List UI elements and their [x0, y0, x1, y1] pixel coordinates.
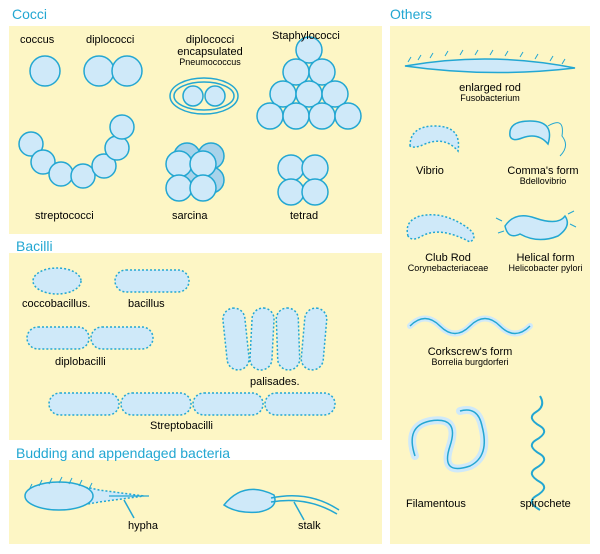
label-bacillus: bacillus: [128, 298, 165, 310]
label-spirochete: spirochete: [520, 498, 571, 510]
label-comma: Comma's formBdellovibrio: [498, 165, 588, 187]
label-enlarged-rod: enlarged rodFusobacterium: [440, 82, 540, 104]
label-streptobacilli: Streptobacilli: [150, 420, 213, 432]
label-vibrio: Vibrio: [416, 165, 444, 177]
title-bacilli: Bacilli: [16, 238, 53, 254]
label-diplococci: diplococci: [86, 34, 134, 46]
budding-shapes: [9, 460, 382, 544]
label-stalk: stalk: [298, 520, 321, 532]
label-coccus: coccus: [20, 34, 54, 46]
title-cocci: Cocci: [12, 6, 47, 22]
label-staphylococci: Staphylococci: [272, 30, 340, 42]
label-diplobacilli: diplobacilli: [55, 356, 106, 368]
bacilli-shapes: [9, 253, 382, 440]
title-others: Others: [390, 6, 432, 22]
label-club-rod: Club RodCorynebacteriaceae: [398, 252, 498, 274]
label-filamentous: Filamentous: [406, 498, 466, 510]
label-coccobacillus: coccobacillus.: [22, 298, 90, 310]
label-diplococci-enc: diplococci encapsulatedPneumococcus: [165, 34, 255, 68]
label-hypha: hypha: [128, 520, 158, 532]
label-streptococci: streptococci: [35, 210, 94, 222]
label-helical: Helical formHelicobacter pylori: [498, 252, 593, 274]
label-tetrad: tetrad: [290, 210, 318, 222]
label-corkscrew: Corkscrew's formBorrelia burgdorferi: [410, 346, 530, 368]
label-sarcina: sarcina: [172, 210, 207, 222]
title-budding: Budding and appendaged bacteria: [16, 445, 230, 461]
label-palisades: palisades.: [250, 376, 300, 388]
